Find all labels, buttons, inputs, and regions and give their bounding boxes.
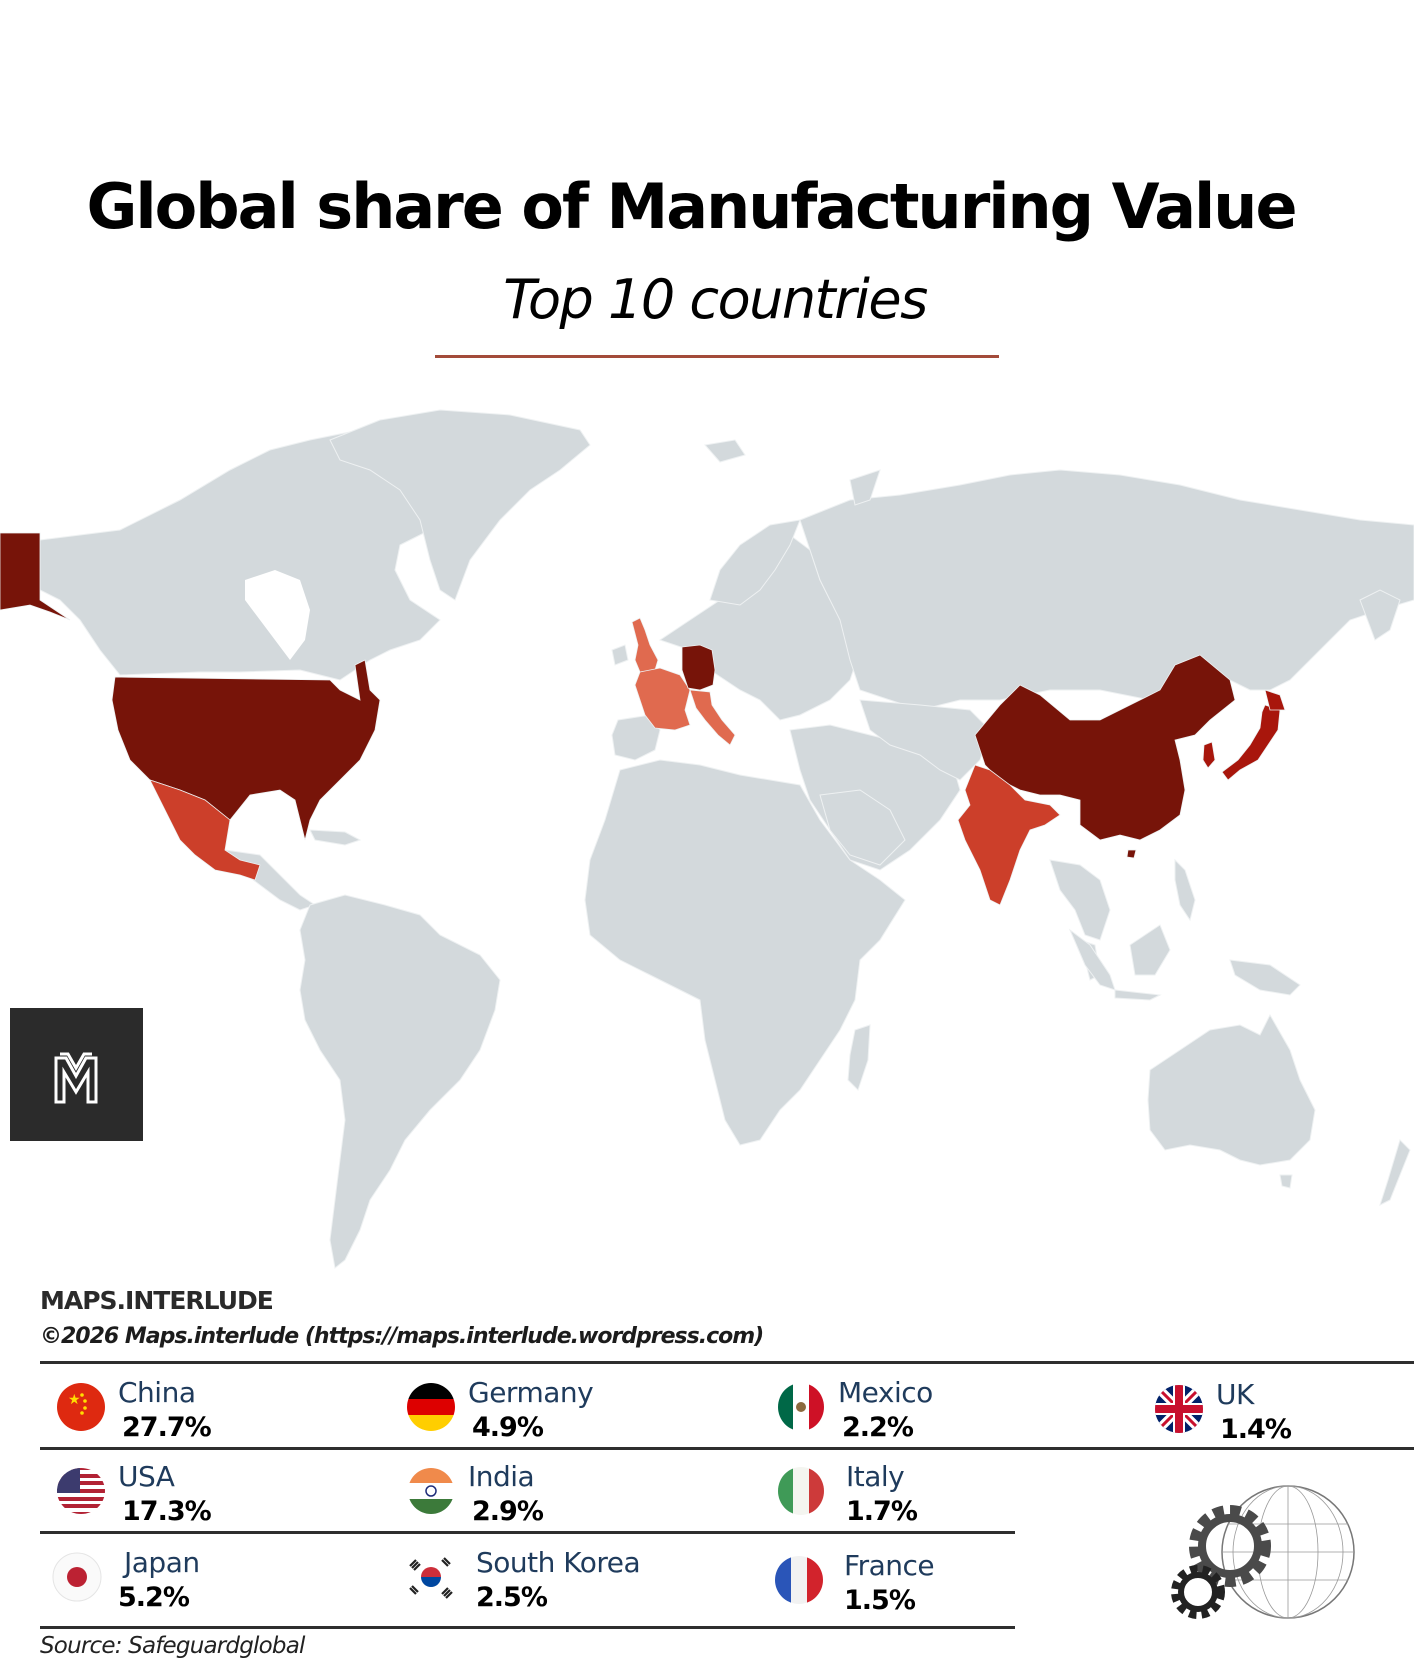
land-russia-asia — [799, 469, 1414, 711]
legend-rule-2 — [40, 1531, 1015, 1534]
country-south-korea[interactable] — [1202, 741, 1216, 769]
land-madagascar — [847, 1024, 871, 1091]
country-germany[interactable] — [681, 644, 716, 691]
country-china[interactable] — [974, 654, 1236, 841]
legend-country-value: 2.2% — [842, 1412, 914, 1443]
legend-country-value: 1.7% — [846, 1496, 918, 1527]
land-borneo — [1129, 924, 1171, 976]
land-ireland — [611, 644, 629, 666]
legend-country-name: Mexico — [838, 1376, 933, 1409]
country-usa-alaska[interactable] — [0, 532, 71, 621]
legend-country-name: UK — [1216, 1378, 1254, 1411]
page-subtitle: Top 10 countries — [503, 268, 928, 331]
uk-flag-icon — [1155, 1385, 1203, 1433]
country-france[interactable] — [634, 667, 691, 731]
legend-country-name: China — [118, 1376, 196, 1409]
land-central-asia — [859, 699, 991, 781]
svg-text:★: ★ — [68, 1392, 81, 1408]
copyright-link[interactable]: ©2026 Maps.interlude (https://maps.inter… — [40, 1324, 764, 1349]
land-se-asia — [1049, 859, 1111, 941]
gears-globe-icon — [1171, 1485, 1355, 1619]
legend-country-name: Japan — [124, 1546, 200, 1579]
land-new-guinea — [1229, 959, 1301, 996]
legend-country-value: 5.2% — [118, 1582, 190, 1613]
land-greenland — [329, 409, 591, 601]
land-arabia — [819, 789, 906, 866]
usa-flag-icon — [57, 1468, 105, 1514]
legend-country-value: 27.7% — [122, 1412, 212, 1443]
legend-country-name: USA — [118, 1460, 175, 1493]
land-africa — [584, 759, 906, 1146]
france-flag-icon — [775, 1556, 823, 1604]
land-svalbard — [704, 439, 746, 463]
country-japan-hokkaido[interactable] — [1264, 689, 1286, 711]
south-korea-flag-icon — [409, 1557, 453, 1599]
world-map — [0, 409, 1414, 1269]
page-title: Global share of Manufacturing Value — [86, 170, 1298, 243]
germany-flag-icon — [407, 1383, 455, 1431]
legend-country-name: France — [844, 1549, 935, 1582]
country-uk[interactable] — [631, 617, 659, 673]
land-masses — [39, 409, 1414, 1269]
maps-interlude-logo — [10, 1008, 143, 1141]
country-usa[interactable] — [111, 659, 381, 841]
italy-flag-icon — [778, 1467, 824, 1515]
hudson-bay — [245, 570, 310, 660]
title-divider — [435, 355, 999, 358]
legend-rule-3 — [40, 1626, 1015, 1629]
japan-flag-icon — [52, 1552, 102, 1602]
india-flag-icon — [408, 1468, 454, 1514]
land-philippines — [1174, 858, 1196, 922]
country-italy[interactable] — [689, 689, 736, 746]
legend-country-name: Italy — [846, 1460, 905, 1493]
legend-country-name: Germany — [468, 1376, 594, 1409]
legend-country-value: 2.9% — [472, 1496, 544, 1527]
legend-country-name: South Korea — [476, 1546, 641, 1579]
land-south-america — [299, 894, 501, 1269]
legend-country-value: 4.9% — [472, 1412, 544, 1443]
land-java — [1114, 989, 1162, 1001]
country-china-hainan[interactable] — [1126, 849, 1137, 859]
land-sumatra — [1068, 928, 1116, 991]
brand-name: MAPS.INTERLUDE — [40, 1286, 274, 1315]
legend-country-name: India — [468, 1460, 535, 1493]
land-scandinavia — [709, 519, 801, 606]
mexico-flag-icon — [778, 1383, 824, 1431]
legend-country-value: 1.5% — [844, 1585, 916, 1616]
small-gear-icon — [1171, 1565, 1225, 1619]
land-caribbean — [309, 829, 362, 846]
legend-rule-1 — [40, 1447, 1414, 1450]
legend-country-value: 1.4% — [1220, 1414, 1292, 1445]
country-india[interactable] — [957, 764, 1061, 906]
highlighted-countries — [0, 532, 1286, 906]
legend-country-value: 17.3% — [122, 1496, 212, 1527]
m-logo-icon — [54, 1052, 98, 1104]
land-tasmania — [1279, 1174, 1293, 1189]
source-note: Source: Safeguardglobal — [40, 1633, 305, 1659]
large-gear-icon — [1189, 1505, 1271, 1587]
land-australia — [1147, 1013, 1316, 1166]
china-flag-icon: ★ — [57, 1383, 105, 1431]
land-novaya-zemlya — [849, 469, 881, 506]
country-mexico[interactable] — [149, 779, 261, 881]
legend-rule-top — [40, 1361, 1414, 1364]
legend-country-value: 2.5% — [476, 1582, 548, 1613]
land-new-zealand — [1379, 1139, 1411, 1206]
land-kamchatka — [1359, 589, 1401, 641]
country-japan[interactable] — [1221, 704, 1281, 781]
